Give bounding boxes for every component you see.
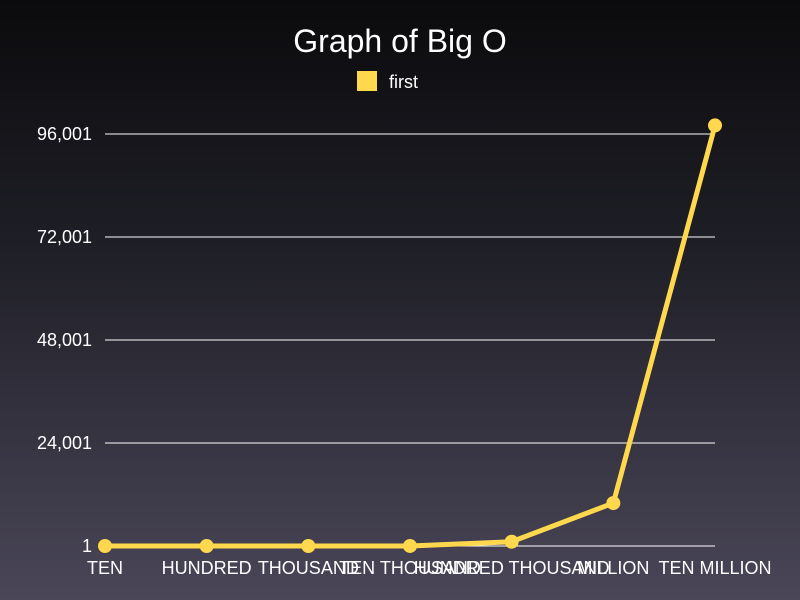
plot-area — [98, 118, 722, 553]
y-tick-label: 48,001 — [37, 330, 92, 350]
x-tick-label: TEN MILLION — [658, 558, 771, 578]
x-tick-label: THOUSAND — [258, 558, 359, 578]
y-tick-label: 96,001 — [37, 124, 92, 144]
y-tick-label: 1 — [82, 536, 92, 556]
x-tick-label: TEN THOUSAND — [339, 558, 481, 578]
y-tick-label: 24,001 — [37, 433, 92, 453]
series-line-first — [102, 122, 718, 549]
data-point[interactable] — [199, 539, 214, 553]
x-tick-label: TEN — [87, 558, 123, 578]
data-point[interactable] — [301, 539, 316, 553]
legend-swatch-first — [357, 71, 377, 91]
gridlines — [105, 133, 715, 547]
y-axis: 1 24,001 48,001 72,001 96,001 — [37, 124, 92, 556]
data-point[interactable] — [504, 534, 519, 549]
y-tick-label: 72,001 — [37, 227, 92, 247]
x-tick-label: HUNDRED THOUSAND — [414, 558, 610, 578]
legend[interactable]: first — [357, 71, 418, 92]
legend-label-first: first — [389, 72, 418, 92]
data-point[interactable] — [98, 539, 112, 553]
x-tick-label: MILLION — [577, 558, 649, 578]
data-point[interactable] — [708, 118, 722, 133]
data-point[interactable] — [403, 538, 417, 553]
chart-title: Graph of Big O — [293, 23, 506, 59]
x-tick-label: HUNDRED — [162, 558, 252, 578]
data-point[interactable] — [606, 496, 621, 511]
